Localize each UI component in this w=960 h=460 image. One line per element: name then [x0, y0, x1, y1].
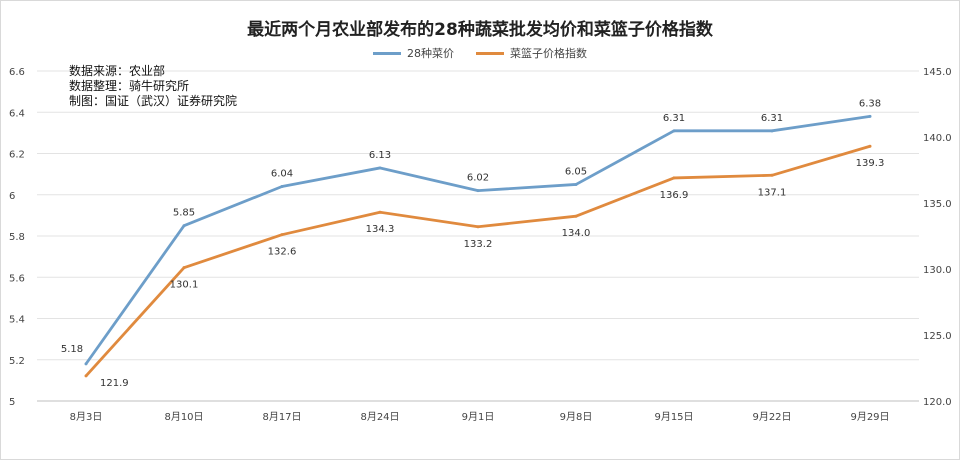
data-label-vegetable-price: 6.02 [467, 173, 489, 184]
y-right-tick-label: 145.0 [923, 67, 952, 78]
x-tick-label: 8月10日 [164, 411, 203, 423]
x-tick-label: 9月22日 [752, 411, 791, 423]
x-tick-label: 8月24日 [360, 411, 399, 423]
data-point-vegetable-price [476, 189, 480, 193]
data-point-vegetable-price [280, 185, 284, 188]
x-tick-label: 9月29日 [850, 411, 889, 423]
legend-swatch-basket-index [476, 51, 504, 55]
data-label-vegetable-price: 6.05 [565, 166, 587, 177]
data-label-vegetable-price: 6.31 [663, 113, 685, 124]
data-point-vegetable-price [574, 182, 578, 186]
y-right-tick-label: 135.0 [923, 199, 952, 210]
x-tick-label: 9月15日 [654, 411, 693, 423]
legend-item-basket-index: 菜篮子价格指数 [476, 45, 587, 61]
data-label-vegetable-price: 6.04 [271, 169, 293, 180]
y-left-tick-label: 5.4 [9, 315, 25, 326]
x-tick-label: 8月3日 [70, 411, 103, 423]
data-point-vegetable-price [770, 129, 774, 133]
data-point-basket-index [378, 210, 382, 214]
chart-legend: 28种菜价 菜篮子价格指数 [1, 45, 959, 61]
legend-swatch-vegetable-price [373, 51, 401, 55]
data-point-vegetable-price [672, 129, 676, 133]
data-label-vegetable-price: 6.13 [369, 150, 391, 161]
data-label-basket-index: 134.3 [366, 224, 395, 235]
data-label-basket-index: 134.0 [562, 228, 591, 239]
data-point-vegetable-price [378, 166, 382, 170]
y-left-tick-label: 6.2 [9, 150, 25, 161]
data-label-basket-index: 121.9 [100, 378, 129, 389]
data-point-vegetable-price [84, 362, 88, 366]
data-point-basket-index [84, 374, 88, 378]
data-label-vegetable-price: 5.18 [61, 344, 83, 355]
note-chart-author: 制图：国证（武汉）证券研究院 [69, 94, 238, 108]
y-left-tick-label: 5.6 [9, 273, 25, 284]
data-point-basket-index [770, 173, 774, 177]
legend-item-vegetable-price: 28种菜价 [373, 45, 454, 61]
data-label-vegetable-price: 5.85 [173, 208, 195, 219]
y-left-tick-label: 6.4 [9, 108, 25, 119]
data-label-vegetable-price: 6.31 [761, 113, 783, 124]
y-right-tick-label: 120.0 [923, 397, 952, 408]
data-point-vegetable-price [868, 114, 872, 118]
x-tick-label: 9月8日 [560, 411, 593, 423]
source-notes: 数据来源：农业部 数据整理：骑牛研究所 制图：国证（武汉）证券研究院 [69, 64, 237, 109]
note-data-source: 数据来源：农业部 [69, 64, 166, 78]
data-point-basket-index [280, 233, 284, 237]
legend-label-vegetable-price: 28种菜价 [407, 47, 454, 60]
data-point-basket-index [476, 225, 480, 229]
data-label-vegetable-price: 6.38 [859, 98, 881, 109]
data-point-vegetable-price [182, 224, 186, 228]
data-point-basket-index [182, 266, 186, 270]
chart-title: 最近两个月农业部发布的28种蔬菜批发均价和菜篮子价格指数 [247, 20, 713, 40]
data-label-basket-index: 130.1 [170, 280, 199, 291]
x-tick-label: 9月1日 [462, 411, 495, 423]
data-label-basket-index: 136.9 [660, 190, 689, 201]
y-left-tick-label: 5 [9, 397, 15, 408]
data-label-basket-index: 133.2 [464, 239, 493, 250]
y-left-tick-label: 5.2 [9, 356, 25, 367]
legend-label-basket-index: 菜篮子价格指数 [510, 47, 587, 60]
y-right-tick-label: 130.0 [923, 265, 952, 276]
y-right-tick-label: 125.0 [923, 331, 952, 342]
y-left-tick-label: 5.8 [9, 232, 25, 243]
data-label-basket-index: 137.1 [758, 187, 787, 198]
y-left-tick-label: 6 [9, 191, 15, 202]
data-label-basket-index: 139.3 [856, 158, 885, 169]
data-label-basket-index: 132.6 [268, 247, 297, 258]
data-point-basket-index [672, 176, 676, 180]
y-right-tick-label: 140.0 [923, 133, 952, 144]
x-tick-label: 8月17日 [262, 411, 301, 423]
y-left-tick-label: 6.6 [9, 67, 25, 78]
note-data-compiled: 数据整理：骑牛研究所 [69, 79, 190, 93]
data-point-basket-index [868, 144, 872, 148]
data-point-basket-index [574, 214, 578, 218]
